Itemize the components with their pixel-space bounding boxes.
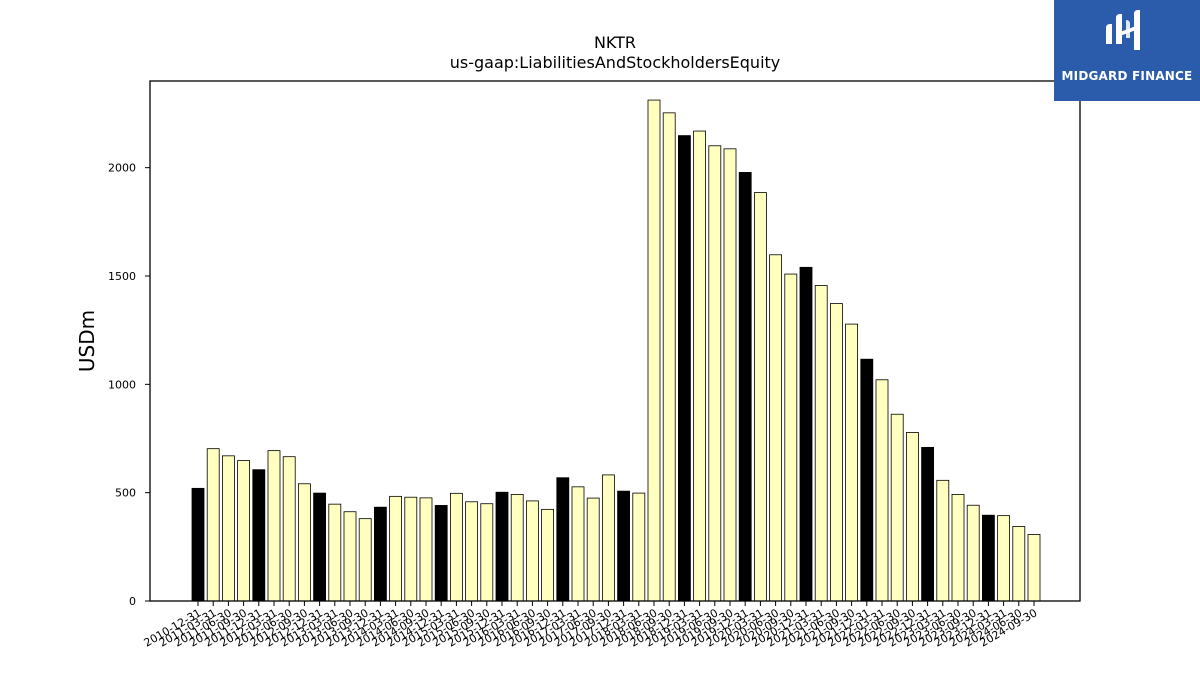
bar-2015-06-30 [465, 501, 479, 602]
bar-2013-06-30 [343, 511, 357, 602]
bar-2012-03-31 [267, 450, 281, 602]
bar-2017-09-30 [602, 474, 615, 602]
midgard-logo-icon [1106, 10, 1140, 50]
bar-2013-12-31 [373, 506, 387, 602]
bar-2018-12-31 [678, 135, 691, 602]
bar-2017-12-31 [617, 490, 630, 602]
bar-2020-03-31 [754, 192, 767, 602]
bar-2019-03-31 [693, 130, 706, 602]
bar-2022-06-30 [890, 413, 904, 602]
bar-2018-09-30 [662, 112, 676, 602]
plot-frame [149, 80, 1081, 602]
bar-2015-03-31 [449, 492, 463, 602]
bar-2011-12-31 [252, 469, 266, 602]
bar-2011-06-30 [221, 455, 235, 602]
y-ticks-group: 0 500 1000 1500 2000 [108, 162, 150, 608]
bar-2014-12-31 [434, 505, 448, 602]
bar-2013-09-30 [358, 518, 372, 602]
bar-2016-09-30 [541, 508, 554, 602]
logo-text: MIDGARD FINANCE [1061, 69, 1193, 83]
y-axis-label: USDm [75, 310, 99, 372]
bar-2011-03-31 [206, 448, 220, 602]
bar-2020-06-30 [769, 254, 782, 602]
bar-2011-09-30 [237, 460, 251, 602]
bar-2018-03-31 [632, 492, 646, 602]
bar-2016-12-31 [556, 477, 570, 602]
bar-2021-09-30 [845, 323, 858, 602]
bar-2010-12-31 [191, 487, 205, 602]
bar-2020-12-31 [799, 266, 813, 602]
bar-2017-06-30 [586, 497, 600, 602]
bar-2022-12-31 [921, 446, 934, 602]
bars-group [191, 99, 1041, 602]
y-tick-label: 1500 [108, 270, 136, 283]
bar-2016-03-31 [510, 493, 524, 602]
bar-2022-09-30 [906, 432, 919, 602]
bar-2021-12-31 [860, 358, 874, 602]
bar-2022-03-31 [875, 379, 889, 602]
bar-2018-06-30 [647, 99, 661, 602]
x-ticks-group: 2010-12-312011-03-312011-06-302011-09-30… [142, 601, 1040, 650]
bar-2016-06-30 [526, 500, 539, 602]
bar-2024-09-30 [1027, 534, 1041, 602]
bar-2019-06-30 [708, 145, 722, 602]
chart-title: NKTR [594, 33, 636, 52]
chart-subtitle: us-gaap:LiabilitiesAndStockholdersEquity [450, 53, 781, 72]
bar-2014-06-30 [404, 496, 418, 602]
bar-2023-09-30 [966, 504, 980, 602]
bar-2019-12-31 [738, 172, 752, 602]
bar-2024-06-30 [1012, 526, 1026, 602]
bar-2014-09-30 [419, 497, 433, 602]
y-tick-label: 0 [129, 595, 136, 608]
bar-2015-09-30 [480, 503, 494, 602]
bar-2023-06-30 [951, 493, 965, 602]
midgard-finance-logo: MIDGARD FINANCE [1054, 0, 1200, 101]
bar-2013-03-31 [328, 503, 342, 602]
y-tick-label: 1000 [108, 378, 136, 391]
bar-2024-03-31 [997, 515, 1010, 602]
y-tick-label: 500 [115, 487, 136, 500]
bar-2020-09-30 [784, 273, 798, 602]
bar-2023-12-31 [982, 514, 995, 602]
bar-2019-09-30 [723, 148, 737, 602]
bar-2017-03-31 [571, 486, 585, 602]
bar-2021-03-31 [814, 285, 828, 602]
bar-2015-12-31 [495, 491, 509, 602]
bar-2012-12-31 [313, 492, 327, 602]
bar-2012-09-30 [297, 483, 311, 602]
bar-2014-03-31 [389, 495, 403, 602]
bar-2023-03-31 [936, 479, 950, 602]
y-tick-label: 2000 [108, 162, 136, 175]
bar-2012-06-30 [282, 456, 296, 602]
bar-2021-06-30 [830, 303, 843, 602]
